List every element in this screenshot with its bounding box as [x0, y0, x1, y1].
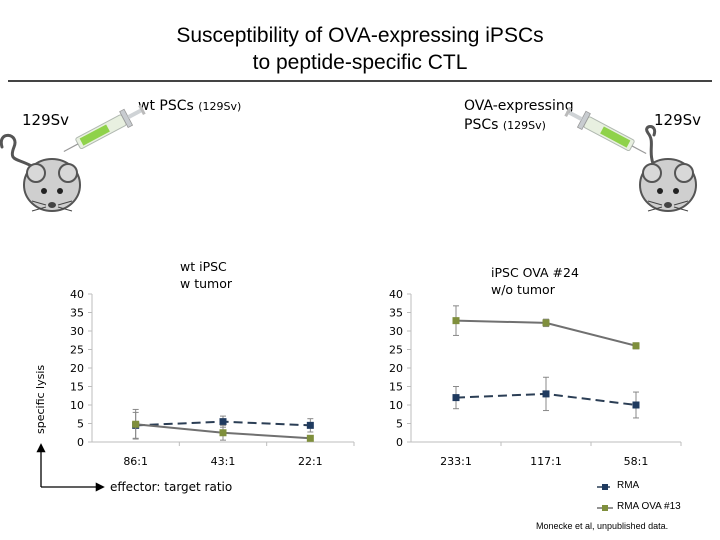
data-point — [542, 390, 550, 398]
y-tick-label: 30 — [70, 325, 84, 338]
y-tick-label: 25 — [389, 344, 403, 357]
y-tick-label: 20 — [389, 362, 403, 375]
title-line-1: Susceptibility of OVA-expressing iPSCs — [176, 24, 544, 47]
right-injection-main: PSCs — [464, 117, 499, 133]
mouse-icon — [0, 133, 81, 212]
y-tick-label: 5 — [77, 418, 84, 431]
legend-marker-rma — [602, 484, 608, 490]
title-divider — [8, 80, 712, 82]
data-point — [219, 418, 227, 426]
data-point — [132, 420, 140, 428]
right-injection-sub: (129Sv) — [502, 119, 546, 132]
y-tick-label: 40 — [70, 288, 84, 301]
left-strain-label: 129Sv — [22, 111, 70, 129]
data-point — [542, 319, 550, 327]
x-tick-label: 58:1 — [624, 455, 649, 468]
y-tick-label: 10 — [70, 399, 84, 412]
right-panel-title-line2: w/o tumor — [491, 282, 555, 297]
left-panel-title-line2: w tumor — [180, 276, 232, 291]
title-line-2: to peptide-specific CTL — [252, 51, 468, 74]
y-tick-label: 5 — [396, 418, 403, 431]
y-tick-label: 25 — [70, 344, 84, 357]
right-strain-label: 129Sv — [654, 111, 702, 129]
mouse-icon — [639, 125, 697, 212]
right-injection-line1: OVA-expressing — [464, 98, 574, 114]
y-tick-label: 40 — [389, 288, 403, 301]
y-tick-label: 20 — [70, 362, 84, 375]
y-tick-label: 0 — [396, 436, 403, 449]
legend — [597, 484, 613, 511]
x-tick-label: 43:1 — [211, 455, 236, 468]
left-chart: 0 5 10 15 20 25 30 35 40 86:1 43:1 22:1 — [70, 288, 355, 468]
x-tick-label: 117:1 — [530, 455, 562, 468]
right-panel-title-line1: iPSC OVA #24 — [491, 265, 579, 280]
data-point — [452, 317, 460, 325]
y-tick-label: 0 — [77, 436, 84, 449]
legend-label-rma: RMA — [617, 480, 640, 491]
left-panel-title-line1: wt iPSC — [180, 259, 227, 274]
left-injection-sub: (129Sv) — [198, 100, 242, 113]
y-tick-label: 30 — [389, 325, 403, 338]
y-tick-label: 35 — [389, 307, 403, 320]
y-tick-label: 15 — [70, 381, 84, 394]
legend-marker-rma-ova — [602, 505, 608, 511]
x-tick-label: 233:1 — [440, 455, 472, 468]
right-panel-title: iPSC OVA #24 w/o tumor — [491, 264, 579, 298]
syringe-icon — [564, 106, 647, 155]
credit-note: Monecke et al, unpublished data. — [536, 521, 669, 531]
y-tick-label: 10 — [389, 399, 403, 412]
left-injection-label: wt PSCs (129Sv) — [138, 97, 241, 116]
data-point — [306, 434, 314, 442]
y-tick-label: 15 — [389, 381, 403, 394]
data-point — [452, 394, 460, 402]
x-tick-label: 86:1 — [123, 455, 148, 468]
legend-label-rma-ova: RMA OVA #13 — [617, 501, 681, 512]
right-injection-label: OVA-expressing PSCs (129Sv) — [464, 97, 574, 135]
x-tick-label: 22:1 — [298, 455, 323, 468]
right-chart: 0 5 10 15 20 25 30 35 40 233:1 117:1 58:1 — [389, 288, 682, 468]
data-point — [632, 342, 640, 350]
slide-title: Susceptibility of OVA-expressing iPSCs t… — [0, 22, 720, 76]
left-panel-title: wt iPSC w tumor — [180, 258, 232, 292]
data-point — [219, 429, 227, 437]
x-axis-title: effector: target ratio — [110, 480, 233, 494]
data-point — [306, 421, 314, 429]
syringe-icon — [63, 104, 146, 153]
data-point — [632, 401, 640, 409]
y-tick-label: 35 — [70, 307, 84, 320]
left-injection-main: wt PSCs — [138, 98, 194, 114]
